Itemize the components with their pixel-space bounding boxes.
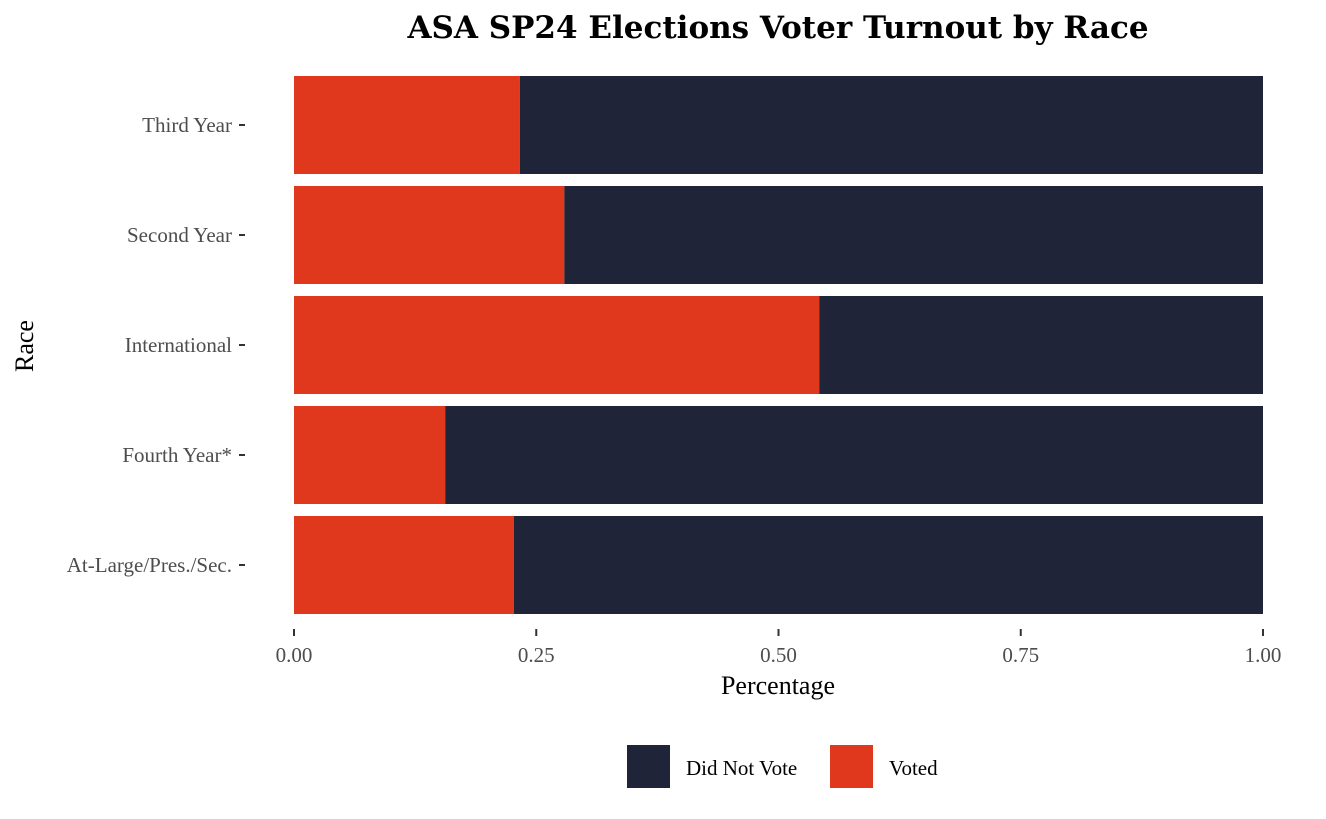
x-axis-title: Percentage: [721, 671, 835, 700]
legend-label: Did Not Vote: [686, 756, 797, 780]
bar-voted-2: [294, 296, 820, 394]
bar-did-not-vote-1: [564, 186, 1263, 284]
bar-voted-3: [294, 406, 446, 504]
bar-did-not-vote-3: [445, 406, 1263, 504]
bar-voted-1: [294, 186, 565, 284]
bar-did-not-vote-4: [513, 516, 1263, 614]
legend-swatch-voted: [830, 745, 873, 788]
legend: Did Not Vote Voted: [627, 745, 938, 788]
x-tick-label: 0.25: [518, 643, 555, 667]
y-axis-title: Race: [10, 320, 39, 372]
bar-voted-0: [294, 76, 520, 174]
bars-group: [294, 76, 1263, 614]
legend-swatch-did-not-vote: [627, 745, 670, 788]
y-tick-label: At-Large/Pres./Sec.: [67, 553, 232, 577]
bar-did-not-vote-0: [519, 76, 1263, 174]
y-tick-label: International: [125, 333, 232, 357]
y-axis: Third Year Second Year International Fourth…: [67, 113, 245, 577]
y-tick-label: Third Year: [142, 113, 232, 137]
y-tick-label: Fourth Year*: [122, 443, 232, 467]
x-tick-label: 0.75: [1002, 643, 1039, 667]
chart-title: ASA SP24 Elections Voter Turnout by Race: [406, 10, 1148, 46]
x-axis: 0.00 0.25 0.50 0.75 1.00: [276, 629, 1282, 667]
legend-label: Voted: [889, 756, 938, 780]
bar-voted-4: [294, 516, 514, 614]
x-tick-label: 0.00: [276, 643, 313, 667]
bar-did-not-vote-2: [819, 296, 1263, 394]
y-tick-label: Second Year: [127, 223, 232, 247]
x-tick-label: 1.00: [1245, 643, 1282, 667]
x-tick-label: 0.50: [760, 643, 797, 667]
